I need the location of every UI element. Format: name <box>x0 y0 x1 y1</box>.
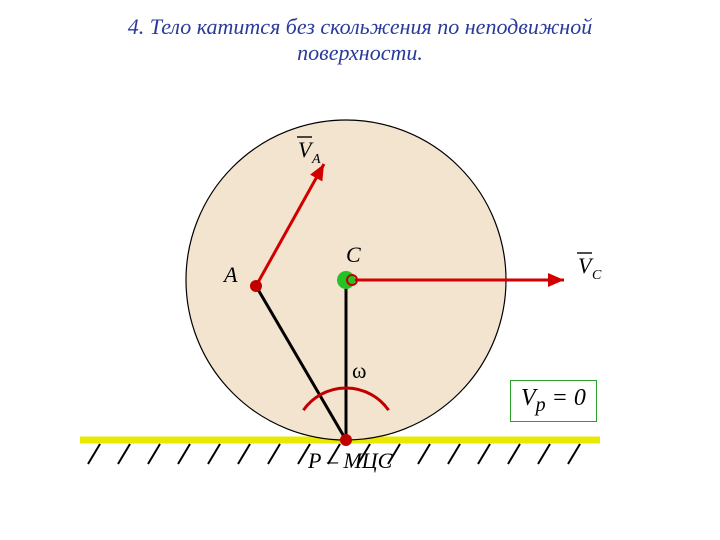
eq-V: V <box>521 385 536 411</box>
eq-sub: p <box>536 394 546 416</box>
svg-text:ω: ω <box>352 358 366 383</box>
svg-text:C: C <box>592 268 602 283</box>
svg-text:C: C <box>346 242 361 267</box>
eq-rest: = 0 <box>546 385 586 411</box>
svg-text:A: A <box>311 152 321 167</box>
svg-text:Р – МЦС: Р – МЦС <box>307 448 393 473</box>
svg-text:A: A <box>222 262 238 287</box>
equation-vp-zero: Vp = 0 <box>510 380 597 422</box>
diagram-canvas: ωVCVAAР – МЦСC <box>0 0 720 540</box>
